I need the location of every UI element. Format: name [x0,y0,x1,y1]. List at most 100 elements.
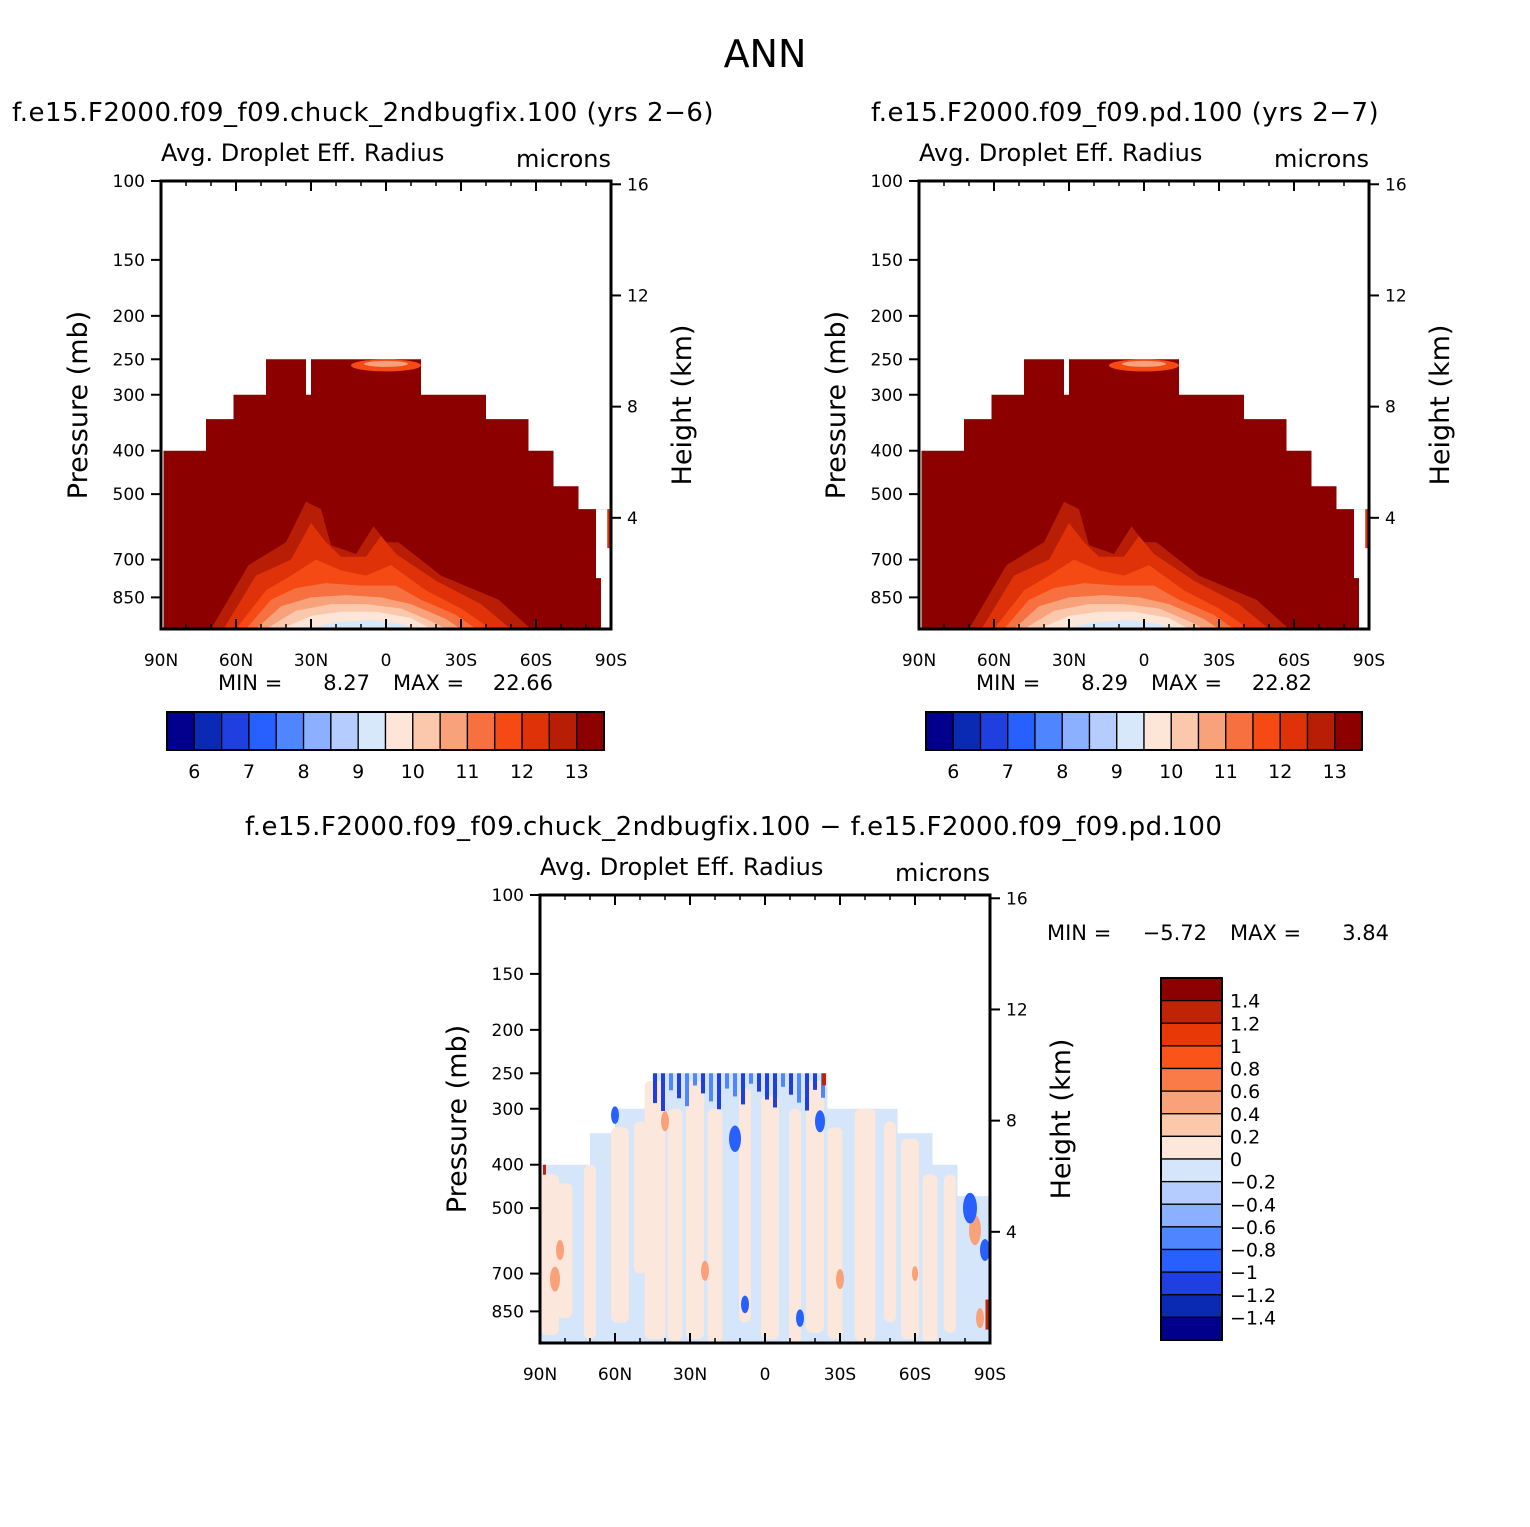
y-tick-label: 300 [492,1100,524,1120]
colorbar-label: 8 [298,761,310,783]
colorbar-box [1160,1158,1223,1183]
colorbar-box [1160,1180,1223,1205]
colorbar-label: 0.2 [1230,1126,1260,1148]
diff-positive-band [854,1108,876,1342]
y-right-tick-label: 4 [1385,509,1396,529]
plot-3: 90N 60N 30N 0 30S 60S 90S 100 150 200 250 300 400 500… [442,853,1389,1385]
diff-negative-streak [685,1073,689,1107]
colorbar-box [1160,1135,1223,1160]
x-tick-label: 30S [1203,651,1235,671]
colorbar-label: 6 [947,761,959,783]
y-tick-label: 850 [871,588,903,608]
y-tick-label: 200 [871,307,903,327]
plot-2: 90N 60N 30N 0 30S 60S 90S 100 150 200 250 300 400 500… [821,139,1456,783]
colorbar-label: −1.2 [1230,1285,1276,1307]
max-label: MAX = [1230,921,1301,945]
y-tick-label: 100 [871,172,903,192]
y-tick-label: 100 [492,886,524,906]
diff-positive-band [644,1080,666,1340]
field-patch [364,360,408,367]
y-tick-label: 700 [113,551,145,571]
y-tick-label: 100 [113,172,145,192]
colorbar-box [1116,711,1145,751]
diff-negative-streak [717,1073,721,1110]
y-axis-label: Pressure (mb) [442,1025,473,1213]
panel-2-title: f.e15.F2000.f09_f09.pd.100 (yrs 2−7) [871,98,1380,128]
colorbar-label: 0.6 [1230,1081,1260,1103]
y-right-axis-label: Height (km) [1425,325,1456,486]
field-edge [1365,509,1369,549]
y-tick-label: 250 [492,1064,524,1084]
diff-negative-streak [661,1073,665,1111]
y-tick-label: 500 [871,485,903,505]
diff-extreme-mark [543,1164,546,1175]
min-value: 8.27 [323,671,370,695]
x-tick-label: 0 [381,651,392,671]
colorbar-box [1160,1226,1223,1251]
diff-positive-band [806,1080,824,1334]
y-tick-label: 200 [113,307,145,327]
colorbar-label: 12 [1268,761,1292,783]
y-right-tick-label: 8 [1006,1112,1017,1132]
panel-3-title: f.e15.F2000.f09_f09.chuck_2ndbugfix.100 … [245,812,1223,842]
diff-positive-blob [912,1266,918,1282]
diff-negative-blob [963,1192,977,1224]
colorbar-box [521,711,551,751]
x-tick-label: 60S [1278,651,1310,671]
colorbar-label: 11 [1214,761,1238,783]
colorbar-box [384,711,414,751]
diff-negative-blob [741,1295,749,1314]
min-label: MIN = [218,671,282,695]
colorbar-label: 9 [352,761,364,783]
colorbar-2: 6 7 8 9 10 11 12 13 [925,711,1363,783]
colorbar-label: −1.4 [1230,1307,1276,1329]
colorbar-label: 1.4 [1230,991,1260,1013]
x-tick-label: 0 [760,1365,771,1385]
y-tick-label: 850 [492,1302,524,1322]
y-right-tick-label: 12 [1006,1000,1028,1020]
y-axis-label: Pressure (mb) [63,311,94,499]
colorbar-box [979,711,1009,751]
diff-negative-streak [725,1073,729,1089]
diff-positive-band [611,1127,629,1323]
colorbar-label: −0.2 [1230,1172,1276,1194]
colorbar-label: 10 [401,761,425,783]
colorbar-box [1225,711,1254,751]
colorbar-label: −0.4 [1230,1194,1276,1216]
units-label: microns [516,145,611,173]
y-tick-label: 250 [113,350,145,370]
y-right-axis-label: Height (km) [667,325,698,486]
x-tick-label: 60S [899,1365,931,1385]
diff-positive-band [789,1108,801,1343]
colorbar-box [220,711,250,751]
colorbar-label: −1 [1230,1262,1258,1284]
diff-positive-band [922,1174,938,1343]
y-right-tick-label: 16 [1006,889,1028,909]
colorbar-box [1306,711,1336,751]
page-title: ANN [723,32,807,76]
y-tick-label: 300 [113,386,145,406]
diff-negative-blob [980,1238,990,1261]
x-tick-label: 30S [445,651,477,671]
colorbar-box [275,711,305,751]
colorbar-box [357,711,387,751]
x-tick-label: 60N [219,651,253,671]
colorbar-box [166,711,195,751]
variable-label: Avg. Droplet Eff. Radius [919,139,1202,167]
colorbar-box [1160,1067,1223,1092]
diff-positive-band [739,1088,751,1323]
colorbar-label: 9 [1111,761,1123,783]
colorbar-box [1160,1045,1223,1070]
colorbar-box [302,711,332,751]
y-tick-label: 150 [113,251,145,271]
colorbar-box [952,711,982,751]
y-tick-label: 200 [492,1021,524,1041]
x-tick-label: 90S [595,651,627,671]
y-tick-label: 400 [871,442,903,462]
x-tick-label: 90N [144,651,178,671]
diff-negative-blob [796,1309,804,1327]
diff-negative-streak [797,1073,801,1103]
colorbar-label: 6 [188,761,200,783]
colorbar-label: 10 [1159,761,1183,783]
diff-positive-band [827,1127,843,1340]
